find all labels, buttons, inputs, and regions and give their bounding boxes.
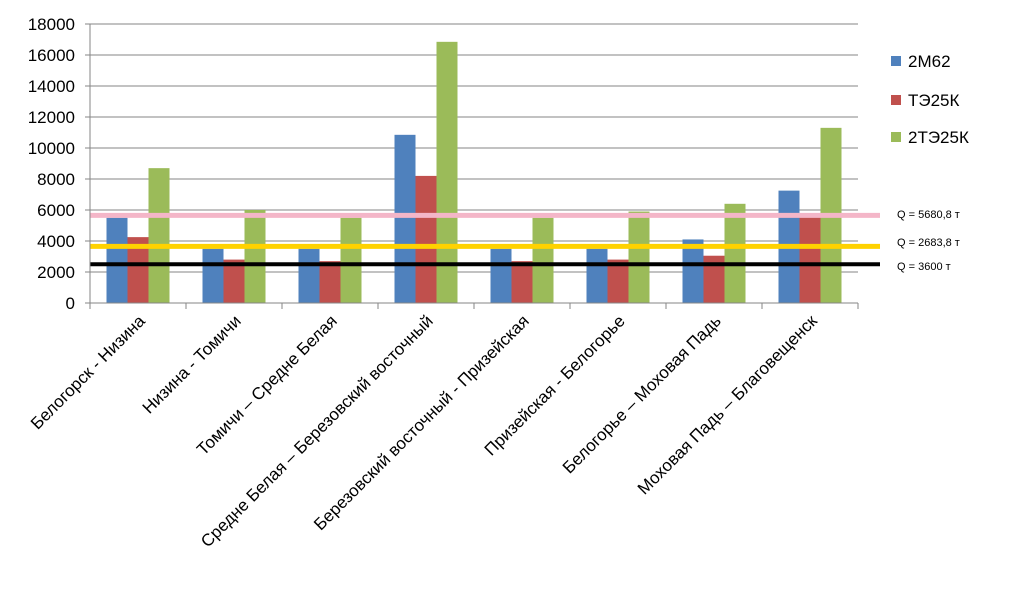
y-tick-label: 4000 xyxy=(37,232,75,251)
reference-lines: Q = 5680,8 т Q = 2683,8 т Q = 3600 т xyxy=(90,209,960,273)
y-tick-label: 16000 xyxy=(28,46,75,65)
legend-label: 2ТЭ25К xyxy=(908,128,969,147)
bar xyxy=(586,248,608,303)
bar xyxy=(724,203,746,303)
bar xyxy=(490,248,512,303)
legend-label: 2М62 xyxy=(908,52,951,71)
category-label: Белогорск - Низина xyxy=(27,311,149,433)
reference-line-label: Q = 2683,8 т xyxy=(897,237,960,249)
bar xyxy=(340,217,362,303)
legend-swatch xyxy=(891,95,901,105)
y-tick-label: 6000 xyxy=(37,201,75,220)
category-label: Белогорье – Моховая Падь xyxy=(559,311,725,477)
bar xyxy=(202,248,224,303)
reference-line-label: Q = 5680,8 т xyxy=(897,209,960,221)
reference-line-label: Q = 3600 т xyxy=(897,261,951,273)
y-tick-label: 0 xyxy=(66,294,75,313)
axes xyxy=(85,23,859,309)
bar xyxy=(148,168,170,303)
y-tick-label: 18000 xyxy=(28,15,75,34)
bar xyxy=(436,41,458,303)
y-tick-labels: 0 2000 4000 6000 8000 10000 12000 14000 16000 180… xyxy=(28,15,75,313)
category-label: Березовский восточный - Призейская xyxy=(310,311,533,534)
bar xyxy=(298,248,320,303)
y-tick-label: 12000 xyxy=(28,108,75,127)
bar xyxy=(106,217,128,303)
y-tick-label: 14000 xyxy=(28,77,75,96)
bar xyxy=(415,175,437,303)
gridlines xyxy=(90,23,858,273)
bar xyxy=(223,259,245,303)
legend-label: ТЭ25К xyxy=(908,91,960,110)
bar xyxy=(127,237,149,303)
category-label: Низина - Томичи xyxy=(139,311,245,417)
legend-swatch xyxy=(891,56,901,66)
bar xyxy=(511,261,533,303)
bar xyxy=(607,259,629,303)
y-tick-label: 10000 xyxy=(28,139,75,158)
legend: 2М62 ТЭ25К 2ТЭ25К xyxy=(891,52,969,147)
bar xyxy=(244,210,266,303)
bar xyxy=(799,216,821,303)
y-tick-label: 2000 xyxy=(37,263,75,282)
bar xyxy=(394,134,416,303)
bar xyxy=(682,239,704,303)
bar xyxy=(532,217,554,303)
bar xyxy=(628,211,650,303)
y-tick-label: 8000 xyxy=(37,170,75,189)
bar xyxy=(703,255,725,303)
legend-swatch xyxy=(891,132,901,142)
category-label: Моховая Падь – Благовещенск xyxy=(634,311,821,498)
bar xyxy=(319,261,341,303)
